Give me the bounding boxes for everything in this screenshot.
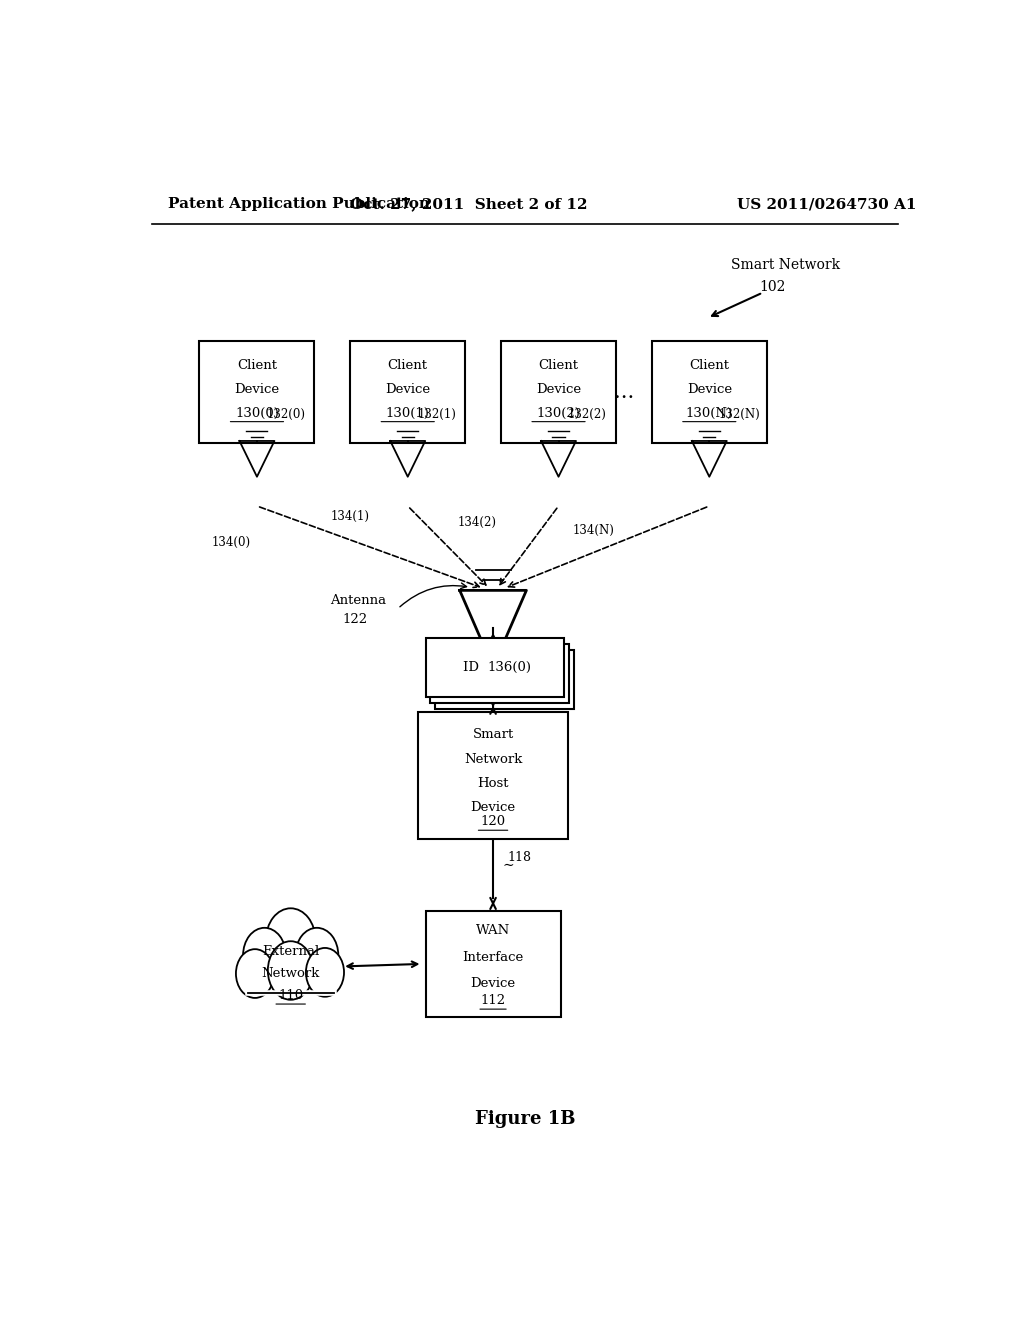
Text: 130(0): 130(0): [236, 407, 279, 420]
Text: 134(N): 134(N): [572, 524, 614, 537]
Text: Host: Host: [477, 777, 509, 789]
Text: Figure 1B: Figure 1B: [474, 1110, 575, 1127]
Text: Device: Device: [536, 383, 581, 396]
Circle shape: [268, 941, 313, 999]
Text: 120: 120: [480, 814, 506, 828]
Text: Device: Device: [470, 977, 516, 990]
Text: ...: ...: [613, 383, 634, 401]
Text: 132(N): 132(N): [719, 408, 761, 421]
Text: Client: Client: [539, 359, 579, 372]
Text: 132(1): 132(1): [417, 408, 456, 421]
Text: ∼: ∼: [503, 858, 514, 871]
Circle shape: [243, 928, 286, 982]
Text: 136(0): 136(0): [487, 661, 531, 675]
Text: 130(2): 130(2): [537, 407, 581, 420]
FancyBboxPatch shape: [350, 342, 465, 444]
Text: External: External: [262, 945, 319, 958]
Text: Smart: Smart: [472, 729, 514, 742]
Text: Network: Network: [261, 968, 319, 979]
Text: Device: Device: [687, 383, 732, 396]
Text: 112: 112: [480, 994, 506, 1007]
Text: Client: Client: [237, 359, 276, 372]
Text: 102: 102: [759, 280, 785, 294]
Text: 130(N): 130(N): [686, 407, 733, 420]
Text: 110: 110: [279, 990, 303, 1002]
Text: 130(1): 130(1): [386, 407, 430, 420]
FancyBboxPatch shape: [426, 911, 560, 1018]
Text: Device: Device: [470, 801, 516, 814]
FancyBboxPatch shape: [430, 644, 569, 704]
Text: 132(0): 132(0): [266, 408, 305, 421]
FancyBboxPatch shape: [501, 342, 616, 444]
Text: 122: 122: [342, 614, 368, 627]
Text: ID: ID: [463, 661, 487, 675]
Text: US 2011/0264730 A1: US 2011/0264730 A1: [736, 197, 916, 211]
Text: Device: Device: [234, 383, 280, 396]
Text: Antenna: Antenna: [331, 594, 386, 607]
FancyBboxPatch shape: [435, 651, 574, 709]
Text: Smart Network: Smart Network: [731, 259, 841, 272]
Text: 134(2): 134(2): [458, 516, 497, 529]
FancyBboxPatch shape: [426, 638, 564, 697]
FancyBboxPatch shape: [200, 342, 314, 444]
Text: Client: Client: [388, 359, 428, 372]
Text: Client: Client: [689, 359, 729, 372]
Text: WAN: WAN: [476, 924, 510, 937]
Circle shape: [236, 949, 274, 998]
Text: Oct. 27, 2011  Sheet 2 of 12: Oct. 27, 2011 Sheet 2 of 12: [350, 197, 588, 211]
Text: 132(2): 132(2): [568, 408, 607, 421]
FancyBboxPatch shape: [418, 713, 568, 840]
Text: 134(1): 134(1): [331, 510, 370, 523]
Text: 134(0): 134(0): [211, 536, 251, 549]
FancyBboxPatch shape: [652, 342, 767, 444]
Text: Device: Device: [385, 383, 430, 396]
Circle shape: [266, 908, 315, 972]
Text: Patent Application Publication: Patent Application Publication: [168, 197, 430, 211]
Text: Interface: Interface: [463, 950, 523, 964]
Text: Network: Network: [464, 752, 522, 766]
Circle shape: [306, 948, 344, 997]
Circle shape: [296, 928, 338, 982]
Text: 118: 118: [507, 851, 531, 865]
